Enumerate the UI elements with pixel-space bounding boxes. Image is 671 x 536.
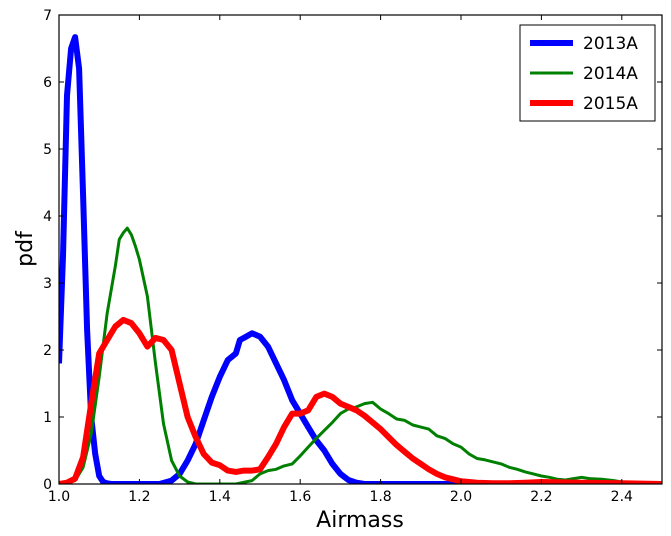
x-tick-label: 2.0: [450, 489, 472, 505]
legend-label-2014A: 2014A: [583, 64, 638, 84]
legend-label-2015A: 2015A: [583, 94, 638, 114]
x-tick-label: 2.4: [611, 489, 633, 505]
plot-series-layer: [59, 34, 662, 484]
x-tick-label: 1.0: [48, 489, 70, 505]
x-axis-label: Airmass: [316, 508, 404, 533]
y-tick-label: 5: [43, 142, 52, 158]
x-tick-label: 1.6: [289, 489, 311, 505]
plot-frame: [58, 14, 663, 485]
y-tick-label: 4: [43, 209, 52, 225]
y-tick-label: 6: [43, 75, 52, 91]
legend-label-2013A: 2013A: [583, 34, 638, 54]
axis-ticks: 1.0 1.2 1.4 1.6 1.8 2.0 2.2 2.4 0 1 2 3 4 5 6 7: [43, 8, 662, 505]
legend: 2013A 2014A 2015A: [519, 24, 656, 122]
x-tick-label: 1.4: [209, 489, 231, 505]
y-tick-label: 2: [43, 343, 52, 359]
y-axis-label: pdf: [13, 230, 38, 267]
series-line-2015A: [59, 316, 662, 484]
y-tick-label: 7: [43, 8, 52, 24]
series-line-2013A: [59, 34, 662, 484]
x-tick-label: 1.2: [128, 489, 150, 505]
y-tick-label: 3: [43, 276, 52, 292]
y-tick-label: 1: [43, 410, 52, 426]
y-tick-label: 0: [43, 477, 52, 493]
x-tick-label: 2.2: [530, 489, 552, 505]
x-tick-label: 1.8: [369, 489, 391, 505]
